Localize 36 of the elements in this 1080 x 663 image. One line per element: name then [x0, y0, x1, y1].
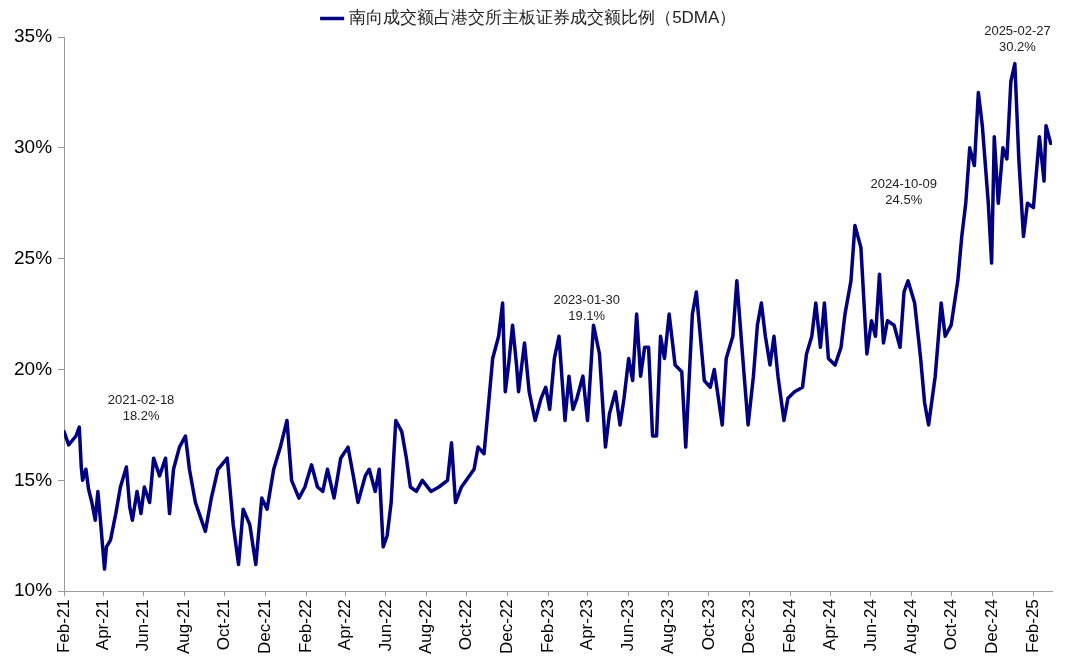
- x-tick-label: Aug-24: [901, 599, 921, 655]
- x-tick-label: Dec-23: [739, 599, 759, 654]
- x-tick-label: Aug-23: [658, 599, 678, 655]
- x-tick-label: Dec-24: [981, 599, 1001, 654]
- y-tick-label: 35%: [14, 25, 53, 47]
- x-tick-label: Apr-23: [577, 599, 597, 651]
- x-tick-label: Apr-21: [92, 599, 112, 651]
- x-tick-label: Oct-21: [214, 599, 234, 651]
- y-tick-label: 20%: [14, 357, 53, 379]
- x-tick-label: Jun-21: [133, 599, 153, 652]
- x-tick-label: Feb-22: [295, 599, 315, 654]
- legend-label: 南向成交额占港交所主板证券成交额比例（5DMA）: [349, 8, 737, 28]
- x-tick-label: Feb-24: [780, 599, 800, 654]
- y-tick-label: 10%: [14, 579, 53, 601]
- x-tick-label: Dec-22: [496, 599, 516, 654]
- x-tick-label: Apr-22: [335, 599, 355, 651]
- y-tick-label: 25%: [14, 246, 53, 268]
- x-tick-label: Feb-25: [1023, 599, 1043, 654]
- x-tick-label: Jun-24: [860, 599, 880, 652]
- x-tick-label: Apr-24: [820, 599, 840, 651]
- annotation: 2024-10-09 24.5%: [870, 175, 938, 207]
- y-tick-label: 15%: [14, 468, 53, 490]
- x-tick-label: Oct-23: [698, 599, 718, 651]
- x-tick-label: Dec-21: [254, 599, 274, 654]
- x-tick-label: Feb-21: [53, 599, 73, 654]
- y-tick-label: 30%: [14, 136, 53, 158]
- x-tick-label: Feb-23: [538, 599, 558, 654]
- annotation: 2025-02-27 30.2%: [984, 23, 1051, 55]
- x-tick-label: Oct-24: [941, 599, 961, 651]
- annotation: 2023-01-30 19.1%: [553, 292, 620, 324]
- x-tick-label: Jun-22: [375, 599, 395, 652]
- annotation: 2021-02-18 18.2%: [107, 391, 175, 423]
- x-tick-label: Oct-22: [456, 599, 476, 651]
- x-tick-label: Jun-23: [617, 599, 637, 652]
- x-tick-label: Aug-21: [173, 599, 193, 655]
- x-tick-label: Aug-22: [415, 599, 435, 655]
